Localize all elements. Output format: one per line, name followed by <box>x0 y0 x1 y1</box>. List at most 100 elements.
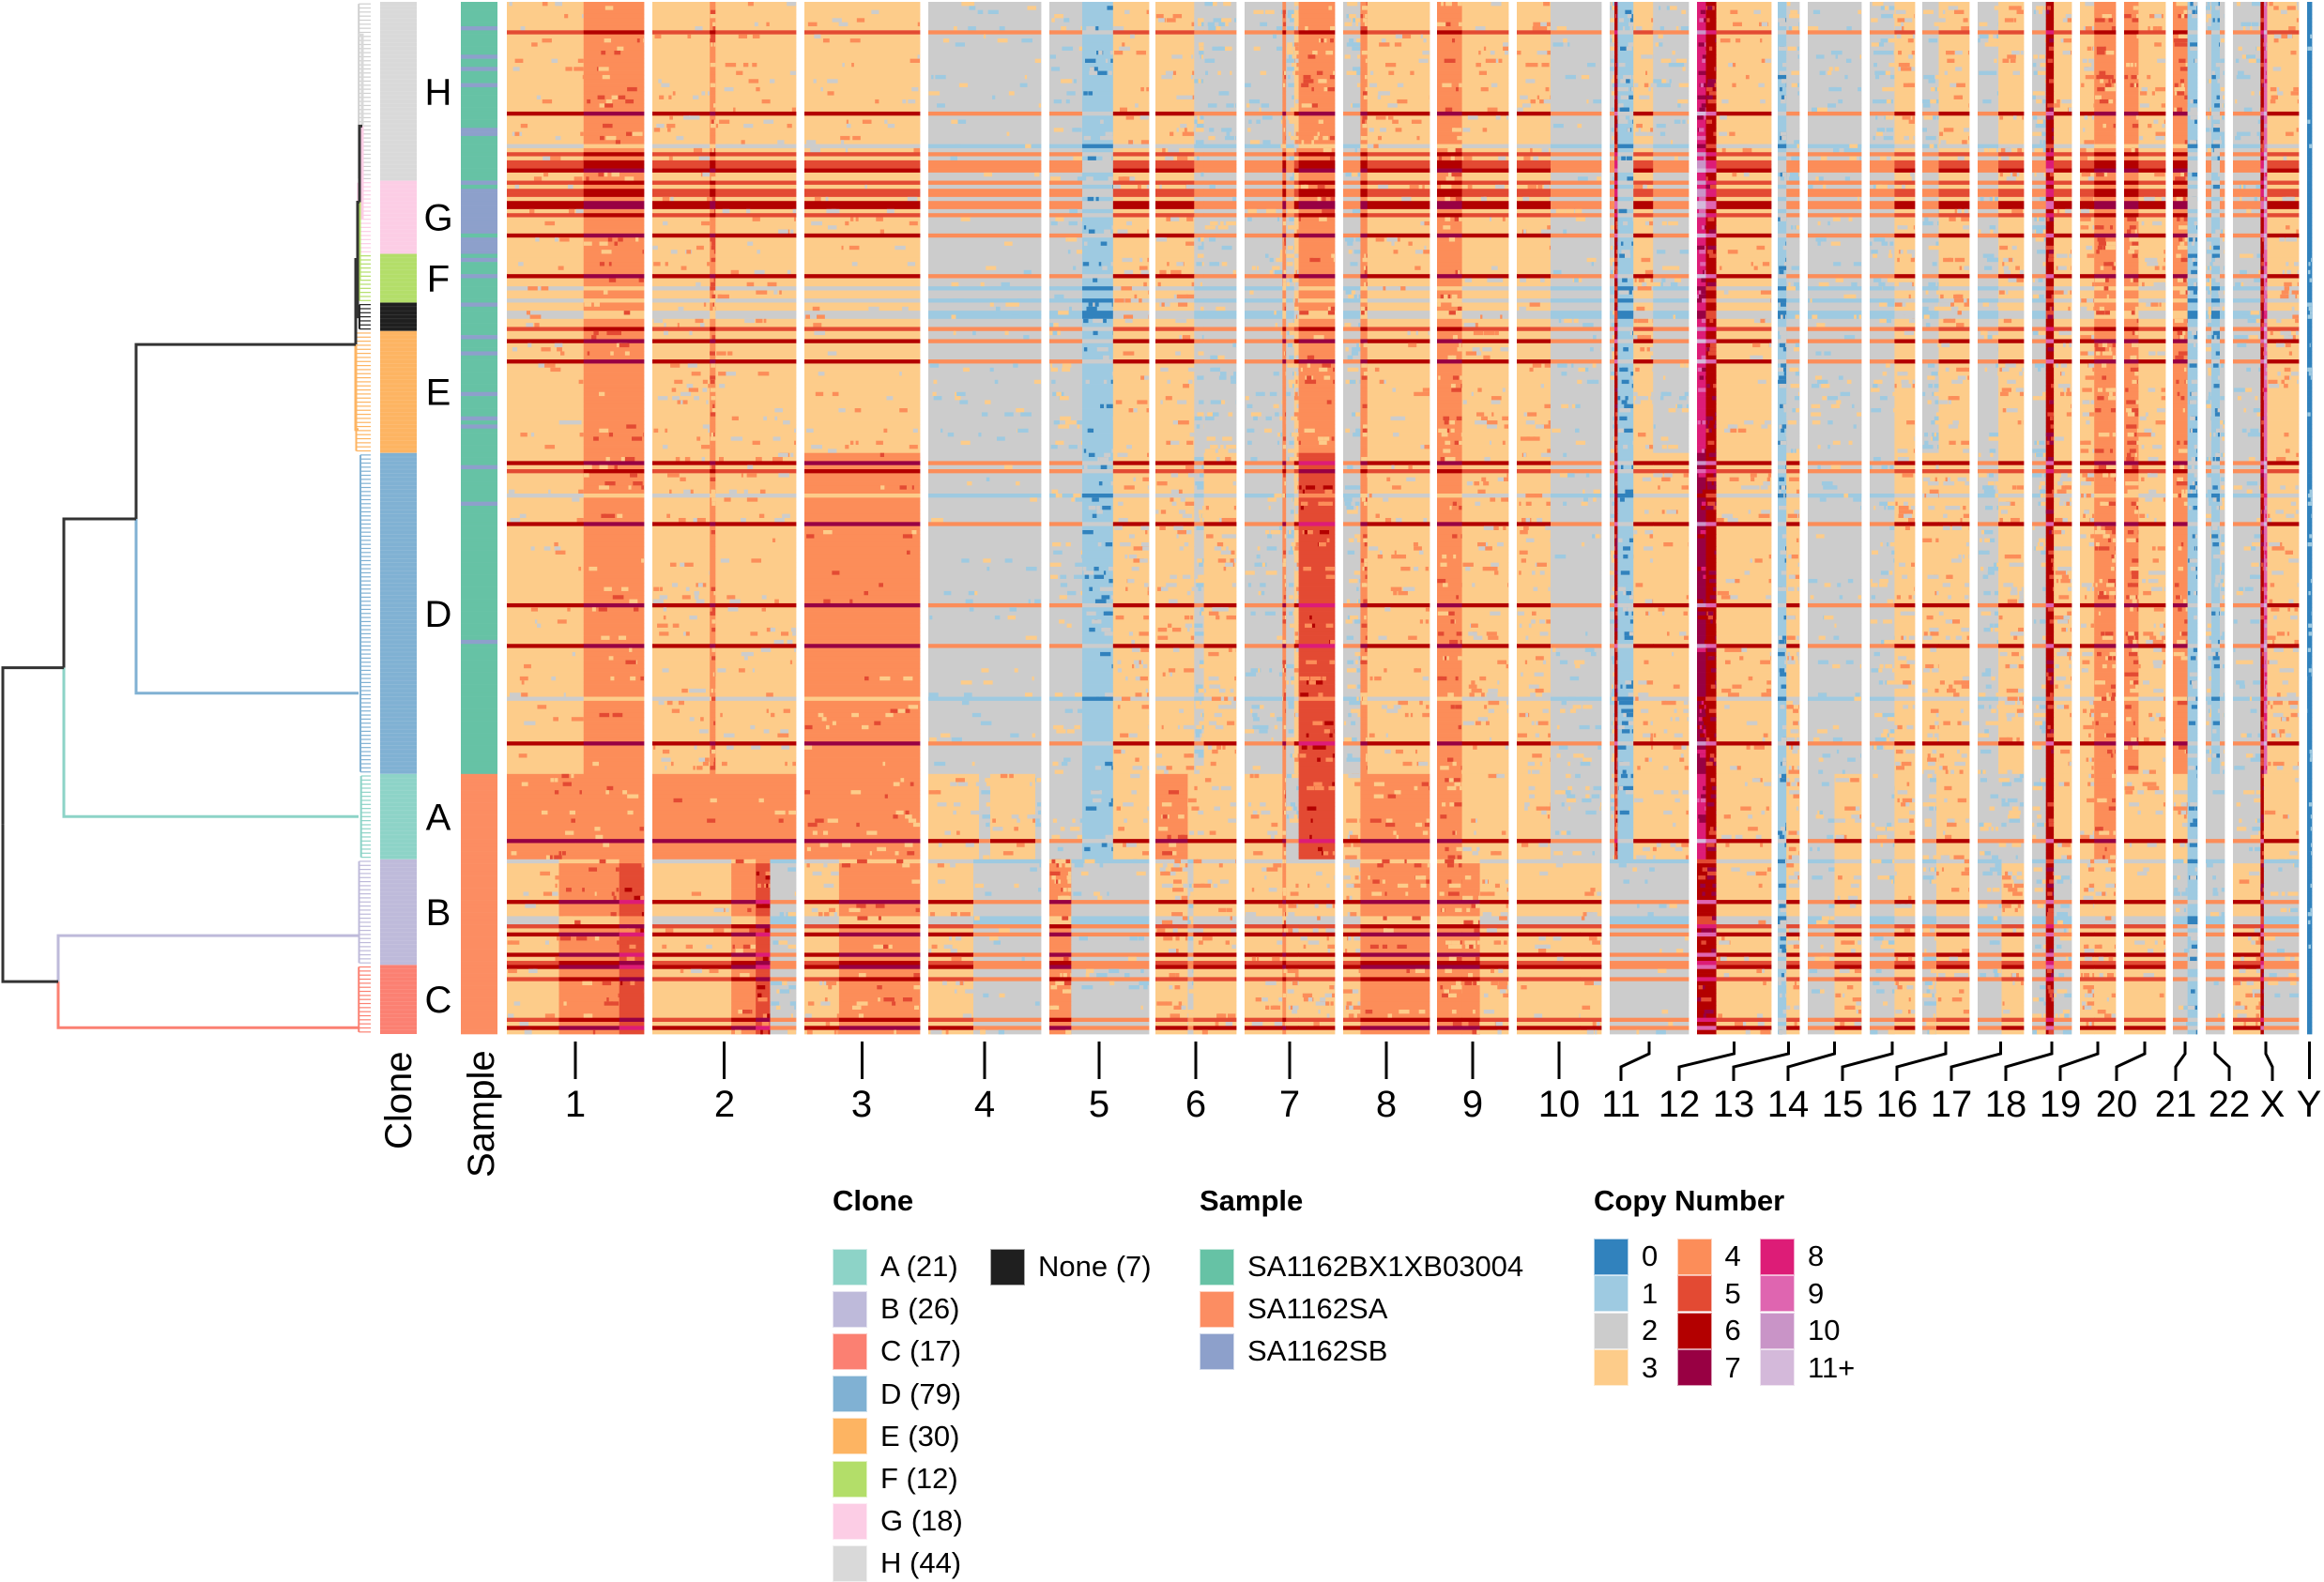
heatmap-segment-chr18 <box>2054 173 2072 177</box>
heatmap-noise-bin <box>1629 42 1633 47</box>
heatmap-segment-chr11 <box>1617 51 1633 55</box>
heatmap-segment-chr3 <box>804 51 920 55</box>
heatmap-segment-chr11 <box>1610 87 1614 92</box>
sample-track-cell <box>461 485 497 490</box>
heatmap-segment-chr17 <box>1978 173 1998 177</box>
heatmap-segment-chr21 <box>2188 132 2198 137</box>
heatmap-noise-bin <box>2190 2 2194 7</box>
heatmap-segment-chrX <box>2267 79 2299 84</box>
heatmap-segment-chr21 <box>2188 145 2198 149</box>
dendrogram-branch <box>136 344 356 519</box>
heatmap-segment-chr1 <box>584 160 645 165</box>
heatmap-segment-chr22 <box>2211 35 2220 39</box>
heatmap-segment-chr1 <box>507 169 584 174</box>
heatmap-noise-bin <box>1623 26 1625 31</box>
heatmap-noise-bin <box>2049 79 2054 84</box>
heatmap-noise-bin <box>1504 42 1508 47</box>
heatmap-segment-chr18 <box>2032 18 2046 23</box>
heatmap-noise-bin <box>1954 96 1963 100</box>
heatmap-segment-chr7 <box>1282 42 1286 47</box>
heatmap-noise-bin <box>601 51 605 55</box>
heatmap-segment-chr12 <box>1697 63 1706 68</box>
heatmap-segment-chr11 <box>1610 10 1614 15</box>
heatmap-noise-bin <box>1683 67 1686 71</box>
sample-track-cell <box>461 989 497 994</box>
heatmap-segment-chrX <box>2260 59 2264 64</box>
heatmap-segment-chr13 <box>1786 51 1799 55</box>
heatmap-segment-chr7 <box>1282 169 1286 174</box>
heatmap-segment-chr16 <box>1939 103 1970 108</box>
sample-track-cell <box>461 579 497 584</box>
heatmap-noise-bin <box>1679 84 1689 88</box>
heatmap-noise-bin <box>1066 91 1075 96</box>
heatmap-segment-chr9 <box>1437 75 1462 80</box>
heatmap-noise-bin <box>2133 124 2139 129</box>
heatmap-segment-chr21 <box>2173 18 2188 23</box>
heatmap-segment-chr8 <box>1368 51 1430 55</box>
heatmap-segment-chr11 <box>1653 91 1689 96</box>
heatmap-segment-chr18 <box>2054 75 2072 80</box>
heatmap-segment-chr5 <box>1113 75 1150 80</box>
heatmap-noise-bin <box>1849 145 1858 149</box>
heatmap-noise-bin <box>840 136 849 141</box>
heatmap-segment-chr13 <box>1786 132 1799 137</box>
heatmap-segment-chr9 <box>1462 18 1509 23</box>
heatmap-noise-bin <box>2208 2 2210 7</box>
heatmap-segment-chr5 <box>1049 124 1082 129</box>
heatmap-segment-chr7 <box>1299 91 1336 96</box>
heatmap-segment-chr8 <box>1360 152 1368 157</box>
heatmap-segment-chr20 <box>2138 164 2165 169</box>
heatmap-segment-chr21 <box>2173 75 2188 80</box>
heatmap-segment-chr6 <box>1204 169 1237 174</box>
heatmap-noise-bin <box>714 120 716 125</box>
heatmap-noise-bin <box>1701 84 1704 88</box>
heatmap-segment-chrX <box>2233 67 2261 71</box>
heatmap-segment-chr16 <box>1922 124 1939 129</box>
heatmap-noise-bin <box>1292 54 1294 59</box>
heatmap-segment-chrX <box>2267 145 2299 149</box>
heatmap-segment-chr9 <box>1437 26 1462 31</box>
heatmap-segment-chr16 <box>1939 124 1970 129</box>
heatmap-noise-bin <box>1209 128 1214 132</box>
heatmap-segment-chr18 <box>2054 71 2072 76</box>
heatmap-noise-bin <box>1283 23 1286 27</box>
heatmap-segment-chr20 <box>2124 96 2139 100</box>
heatmap-segment-chr22 <box>2220 30 2225 35</box>
heatmap-segment-chr5 <box>1113 30 1150 35</box>
heatmap-segment-chr16 <box>1939 14 1970 19</box>
sample-track-cell <box>461 741 497 746</box>
heatmap-noise-bin <box>1066 99 1070 104</box>
sample-track-cell <box>461 673 497 677</box>
heatmap-segment-chr14 <box>1808 59 1861 64</box>
heatmap-noise-bin <box>2310 128 2312 132</box>
heatmap-noise-bin <box>1645 71 1647 76</box>
heatmap-noise-bin <box>1054 14 1063 19</box>
heatmap-noise-bin <box>1346 23 1352 27</box>
heatmap-segment-chr22 <box>2211 169 2220 174</box>
heatmap-segment-chr14 <box>1808 120 1861 125</box>
heatmap-segment-chr5 <box>1049 140 1082 145</box>
heatmap-segment-chr22 <box>2211 84 2220 88</box>
heatmap-noise-bin <box>1397 99 1407 104</box>
heatmap-noise-bin <box>1061 79 1072 84</box>
heatmap-segment-chr10 <box>1551 84 1601 88</box>
heatmap-segment-chr19 <box>2080 124 2095 129</box>
heatmap-segment-chr1 <box>584 14 645 19</box>
heatmap-noise-bin <box>1491 51 1495 55</box>
heatmap-segment-chrX <box>2233 84 2261 88</box>
sample-track-cell <box>461 258 497 263</box>
sample-track-cell <box>461 981 497 986</box>
heatmap-segment-chr12 <box>1705 108 1716 113</box>
heatmap-segment-chr8 <box>1368 26 1430 31</box>
heatmap-segment-chr13 <box>1778 112 1787 116</box>
heatmap-segment-chr13 <box>1778 26 1787 31</box>
heatmap-segment-chr6 <box>1155 38 1195 43</box>
sample-track-cell <box>461 811 497 815</box>
heatmap-segment-chr17 <box>1978 14 1998 19</box>
heatmap-segment-chr8 <box>1368 79 1430 84</box>
sample-track-cell <box>461 473 497 478</box>
heatmap-noise-bin <box>1612 157 1614 161</box>
heatmap-noise-bin <box>1593 99 1601 104</box>
heatmap-segment-chr5 <box>1049 75 1082 80</box>
heatmap-noise-bin <box>2032 132 2041 137</box>
